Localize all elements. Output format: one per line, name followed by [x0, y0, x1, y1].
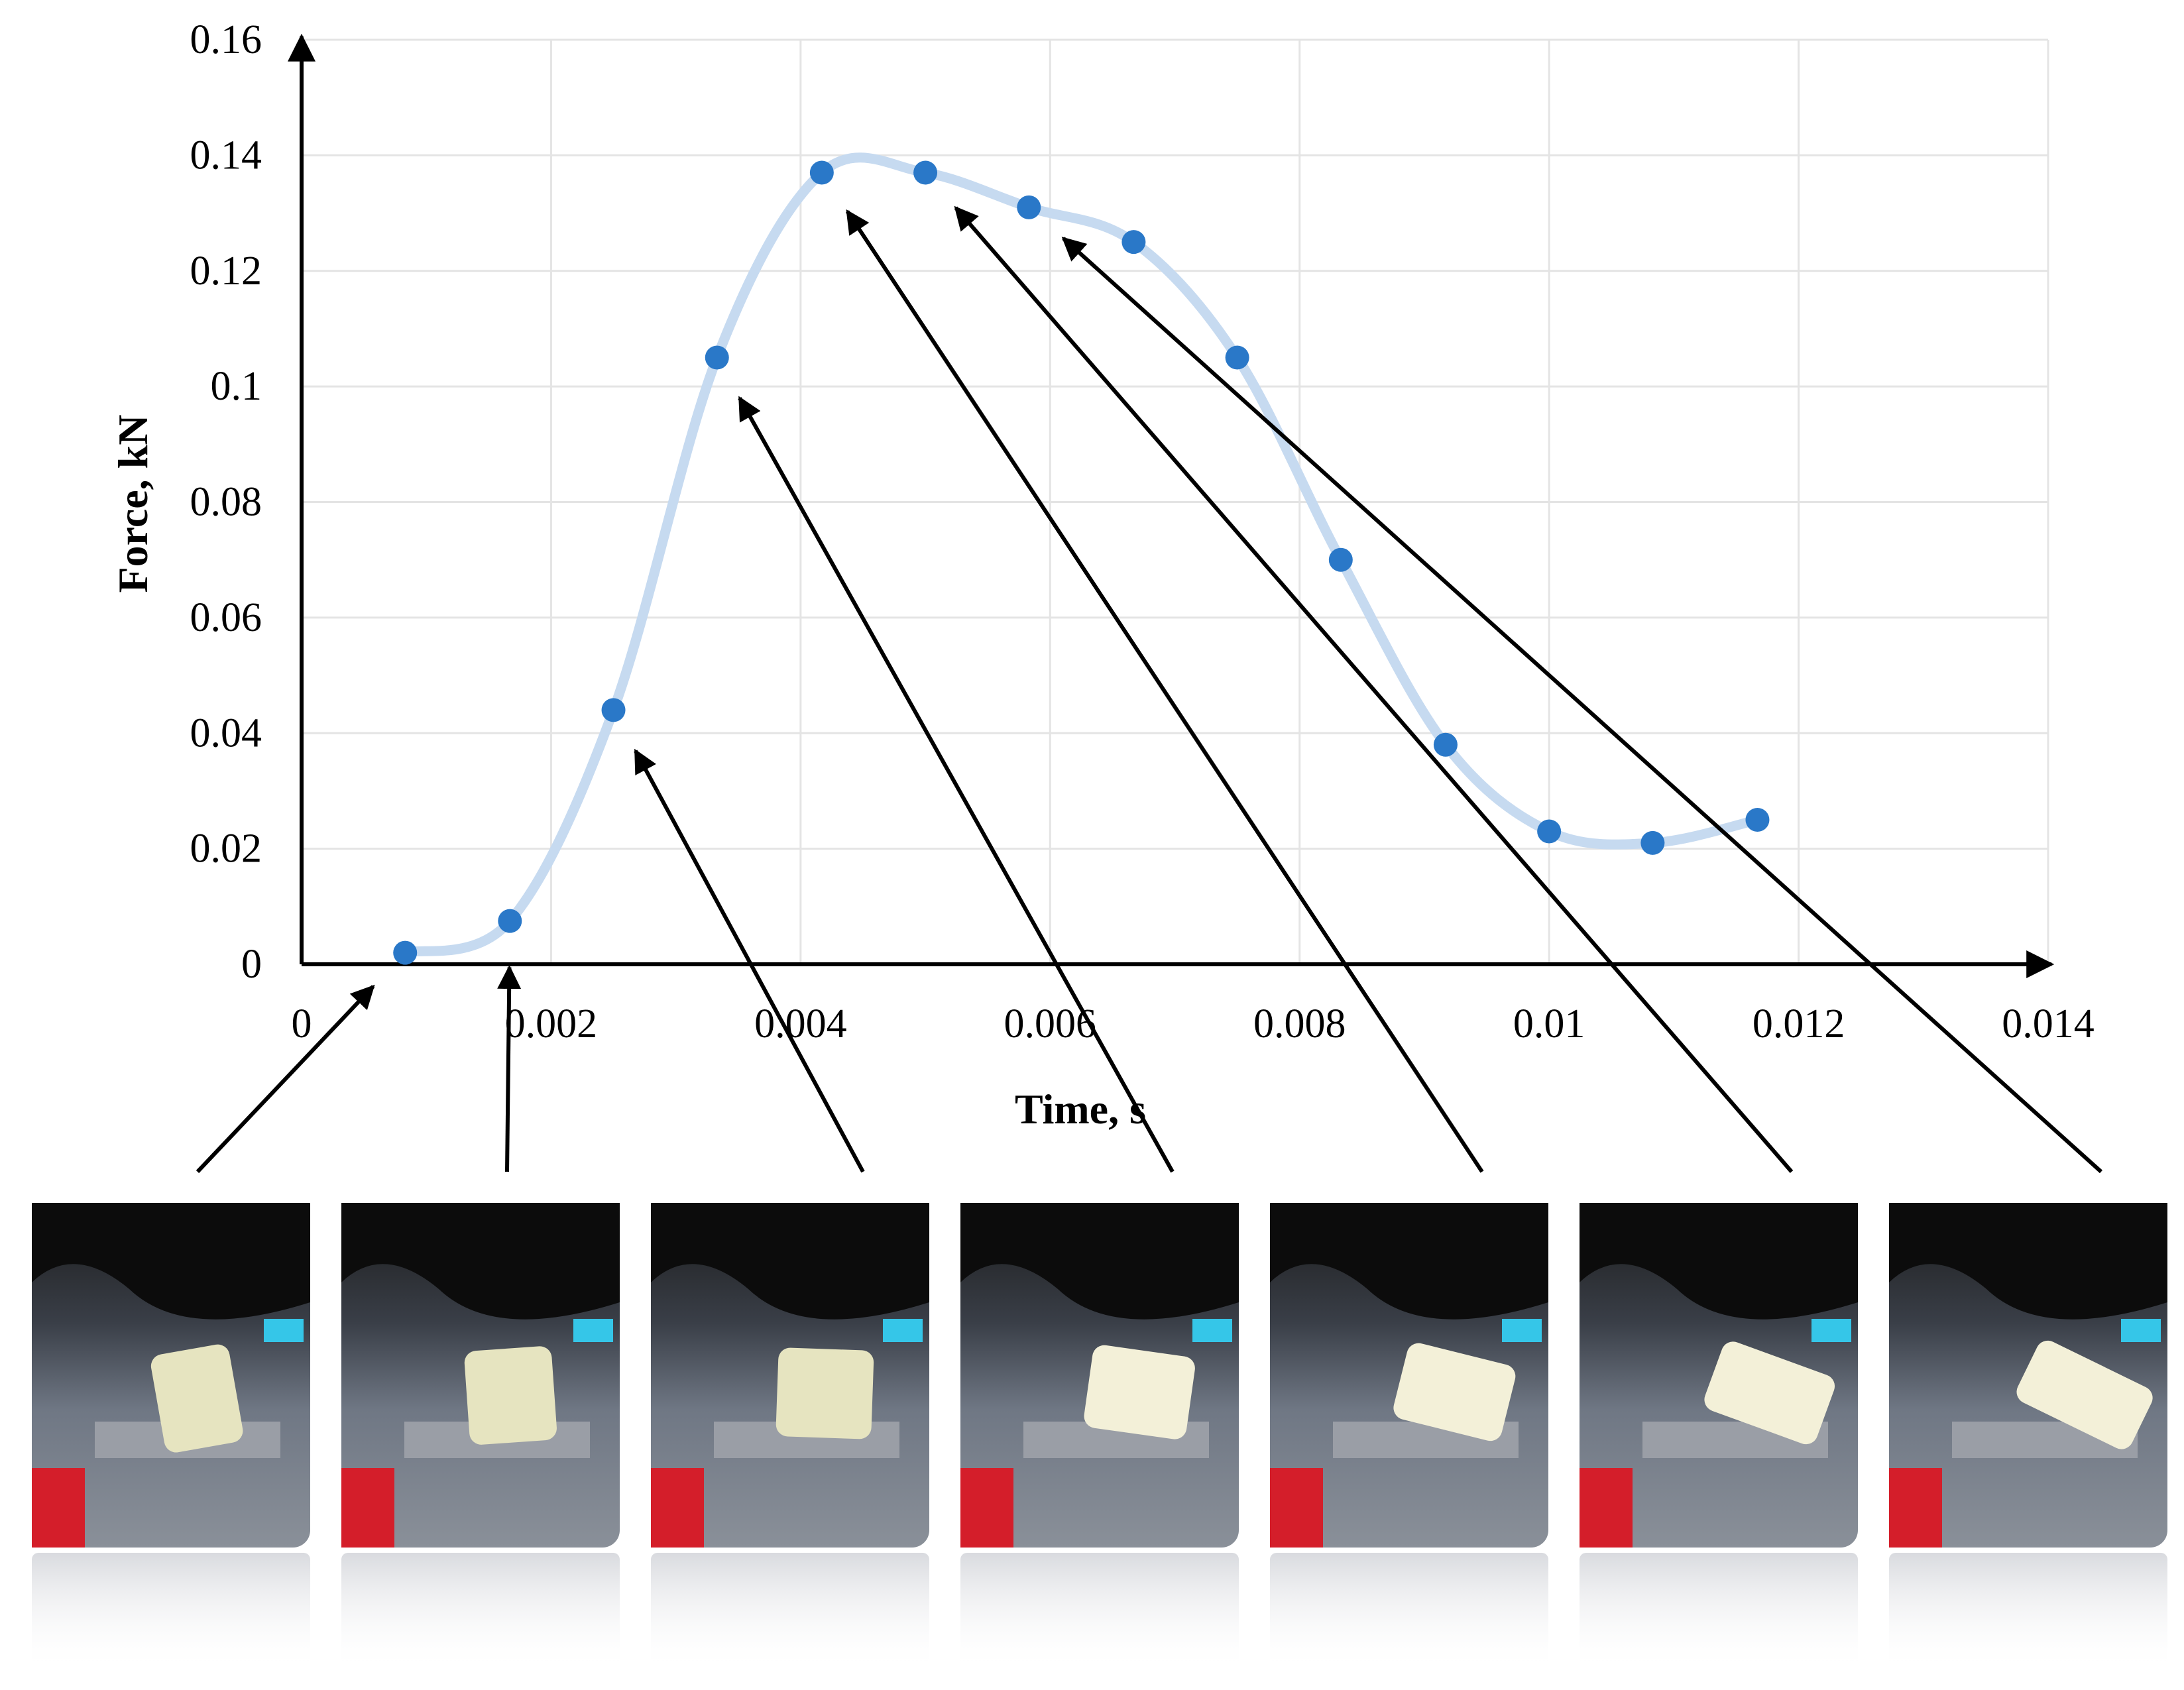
video-frame	[960, 1203, 1239, 1672]
annotation-arrow	[954, 205, 1794, 1173]
y-axis-title: Force, kN	[109, 415, 156, 593]
frame-cyan-marker	[1811, 1319, 1851, 1342]
annotation-arrow	[196, 984, 375, 1174]
frame-reflection	[1270, 1553, 1548, 1672]
data-point	[809, 160, 834, 185]
chart-axes	[288, 33, 2055, 978]
y-tick-label: 0.12	[190, 249, 262, 294]
x-axis-title: Time, s	[1015, 1086, 1146, 1133]
x-tick-label: 0	[292, 1001, 312, 1046]
frame-shadow	[341, 1203, 620, 1320]
frame-shadow	[960, 1203, 1239, 1320]
frame-specimen	[1704, 1341, 1835, 1445]
frame-red-block	[1270, 1468, 1323, 1548]
x-tick-label: 0.01	[1513, 1001, 1585, 1046]
frame-reflection	[651, 1553, 929, 1672]
video-frame	[651, 1203, 929, 1672]
data-point	[1225, 345, 1249, 370]
annotation-arrow	[1061, 237, 2103, 1174]
x-tick-label: 0.014	[2002, 1001, 2095, 1046]
annotation-arrow	[845, 209, 1484, 1173]
frame-red-block	[1580, 1468, 1633, 1548]
frame-cyan-marker	[573, 1319, 613, 1342]
x-axis-tick-labels: 0 0.002 0.004 0.006 0.008 0.01 0.012 0.014	[292, 1001, 2095, 1046]
video-frame	[32, 1203, 310, 1672]
y-tick-label: 0.14	[190, 133, 262, 178]
frame-reflection	[32, 1553, 310, 1672]
frame-cyan-marker	[264, 1319, 304, 1342]
frame-reflection	[1580, 1553, 1858, 1672]
video-frame	[1270, 1203, 1548, 1672]
smoothed-trend-line	[400, 152, 1762, 958]
frame-red-block	[960, 1468, 1013, 1548]
y-tick-label: 0.06	[190, 595, 262, 640]
data-point	[1433, 732, 1458, 757]
frame-cyan-marker	[2121, 1319, 2161, 1342]
y-tick-label: 0.04	[190, 710, 262, 756]
frame-shadow	[32, 1203, 310, 1320]
x-tick-label: 0.008	[1253, 1001, 1346, 1046]
data-point	[1017, 195, 1041, 219]
annotation-arrow	[738, 396, 1175, 1173]
video-frame	[1580, 1203, 1858, 1672]
frame-shadow	[1580, 1203, 1858, 1320]
data-point	[1328, 547, 1353, 572]
x-tick-label: 0.002	[505, 1001, 598, 1046]
frame-specimen	[1084, 1345, 1195, 1439]
frame-cyan-marker	[1502, 1319, 1542, 1342]
data-point	[1121, 230, 1146, 254]
annotation-arrow	[634, 748, 865, 1173]
frame-cyan-marker	[1192, 1319, 1232, 1342]
y-axis-tick-labels: 0 0.02 0.04 0.06 0.08 0.1 0.12 0.14 0.16	[190, 17, 262, 987]
data-point	[498, 909, 522, 933]
frame-shadow	[1270, 1203, 1548, 1320]
frame-specimen	[464, 1346, 557, 1445]
frame-specimen	[1393, 1343, 1516, 1441]
data-point	[1537, 819, 1562, 844]
video-frame-strip	[32, 1203, 2167, 1672]
video-frame	[1889, 1203, 2167, 1672]
frame-reflection	[341, 1553, 620, 1672]
frame-specimen	[2016, 1340, 2153, 1449]
frame-specimen	[776, 1347, 874, 1439]
frame-red-block	[651, 1468, 704, 1548]
y-tick-label: 0.16	[190, 17, 262, 62]
y-tick-label: 0	[241, 942, 262, 987]
frame-cyan-marker	[883, 1319, 923, 1342]
frame-red-block	[341, 1468, 394, 1548]
frame-red-block	[1889, 1468, 1942, 1548]
x-tick-label: 0.004	[754, 1001, 847, 1046]
frame-red-block	[32, 1468, 85, 1548]
data-point	[1745, 808, 1770, 832]
y-tick-label: 0.02	[190, 826, 262, 872]
frame-shadow	[1889, 1203, 2167, 1320]
data-point	[913, 160, 938, 185]
annotation-arrow	[497, 965, 522, 1172]
frame-to-point-arrows	[196, 205, 2103, 1174]
data-point	[601, 698, 626, 722]
frame-specimen	[150, 1344, 243, 1453]
video-frame	[341, 1203, 620, 1672]
data-point	[1640, 830, 1665, 855]
data-points	[393, 160, 1770, 965]
frame-shadow	[651, 1203, 929, 1320]
x-tick-label: 0.012	[1753, 1001, 1845, 1046]
data-point	[705, 345, 729, 370]
y-tick-label: 0.08	[190, 480, 262, 525]
frame-reflection	[1889, 1553, 2167, 1672]
data-point	[393, 940, 418, 965]
y-tick-label: 0.1	[211, 364, 262, 409]
frame-reflection	[960, 1553, 1239, 1672]
